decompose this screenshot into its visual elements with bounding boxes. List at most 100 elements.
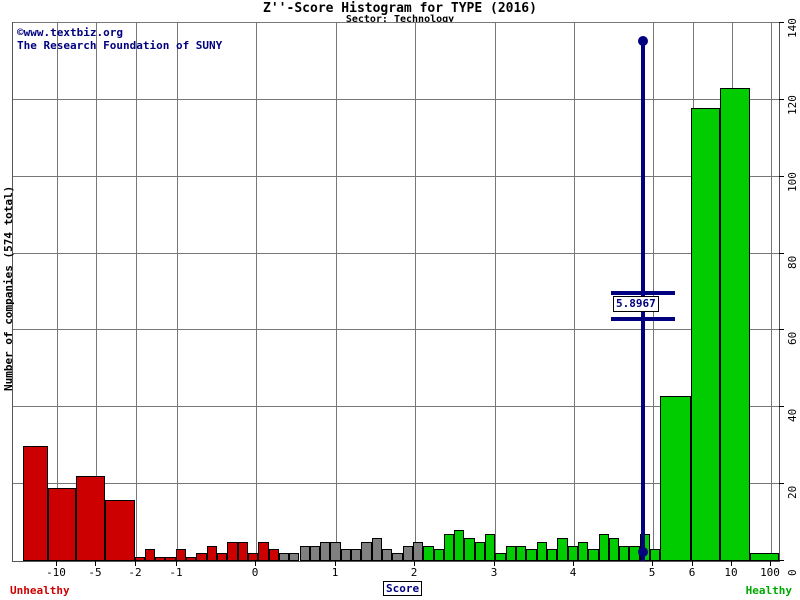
- histogram-bar: [320, 541, 331, 561]
- gridline-vertical: [495, 23, 496, 561]
- gridline-vertical: [771, 23, 772, 561]
- gridline-horizontal: [13, 252, 779, 254]
- y-tick-mark: [779, 175, 784, 177]
- histogram-bar: [175, 549, 187, 561]
- histogram-bar: [47, 488, 77, 561]
- gridline-vertical: [256, 23, 257, 561]
- x-tick-label: 1: [331, 566, 339, 579]
- x-tick-label: 2: [410, 566, 418, 579]
- histogram-bar: [567, 545, 578, 561]
- y-tick-mark: [779, 98, 784, 100]
- histogram-bar: [22, 445, 48, 561]
- histogram-bar: [155, 557, 166, 561]
- histogram-bar: [402, 545, 413, 561]
- x-tick-mark: [176, 561, 177, 566]
- y-tick-label: 20: [786, 485, 799, 500]
- histogram-bar: [206, 545, 217, 561]
- x-tick-label: -10: [46, 566, 66, 579]
- x-tick-label: 100: [760, 566, 780, 579]
- y-tick-label: 100: [786, 171, 799, 192]
- histogram-bar: [526, 549, 537, 561]
- y-tick-mark: [779, 406, 784, 408]
- gridline-vertical: [415, 23, 416, 561]
- histogram-bar: [608, 537, 620, 561]
- gridline-horizontal: [13, 483, 779, 485]
- y-tick-label: 40: [786, 409, 799, 423]
- histogram-bar: [299, 545, 310, 561]
- x-tick-mark: [652, 561, 653, 566]
- gridline-horizontal: [13, 175, 779, 177]
- y-tick-label: 0: [786, 569, 799, 576]
- histogram-bar: [76, 476, 106, 561]
- histogram-bar: [247, 553, 259, 561]
- x-tick-label: -1: [169, 566, 183, 579]
- histogram-bar: [217, 553, 228, 561]
- x-tick-mark: [335, 561, 336, 566]
- histogram-bar: [454, 530, 465, 561]
- histogram-bar: [536, 541, 547, 561]
- x-tick-label: 0: [251, 566, 259, 579]
- histogram-bar: [598, 534, 609, 561]
- unhealthy-label: Unhealthy: [10, 584, 70, 597]
- histogram-bar: [557, 537, 568, 561]
- x-tick-mark: [573, 561, 574, 566]
- x-tick-mark: [494, 561, 495, 566]
- histogram-bar: [382, 549, 393, 561]
- histogram-bar: [546, 549, 558, 561]
- x-tick-label: -5: [88, 566, 102, 579]
- histogram-bar: [309, 545, 321, 561]
- gridline-vertical: [177, 23, 178, 561]
- histogram-bar: [485, 534, 496, 561]
- y-tick-label: 140: [786, 18, 799, 38]
- histogram-bar: [278, 553, 290, 561]
- y-tick-label: 60: [786, 332, 799, 346]
- gridline-horizontal: [13, 22, 779, 23]
- marker-dot-top: [638, 36, 648, 46]
- histogram-bar: [690, 107, 721, 561]
- histogram-bar: [495, 553, 506, 561]
- x-tick-label: 10: [724, 566, 738, 579]
- gridline-horizontal: [13, 329, 779, 331]
- histogram-bar: [196, 553, 207, 561]
- healthy-label: Healthy: [745, 584, 792, 597]
- y-tick-mark: [779, 560, 784, 561]
- marker-value-box[interactable]: 5.8967: [613, 296, 659, 312]
- y-axis-label: Number of companies (574 total): [2, 185, 15, 391]
- histogram-bar: [588, 549, 599, 561]
- histogram-bar: [464, 537, 475, 561]
- plot-area: ©www.textbiz.org The Research Foundation…: [12, 22, 780, 562]
- chart-subtitle: Sector: Technology: [345, 14, 455, 25]
- gridline-vertical: [57, 23, 58, 561]
- y-tick-mark: [779, 483, 784, 485]
- histogram-bar: [330, 541, 341, 561]
- histogram-bar: [105, 499, 135, 561]
- histogram-bar: [412, 541, 424, 561]
- x-tick-label: 4: [569, 566, 577, 579]
- y-tick-mark: [779, 22, 784, 23]
- histogram-bar: [392, 553, 403, 561]
- histogram-bar: [433, 549, 444, 561]
- histogram-bar: [268, 549, 279, 561]
- histogram-bar: [619, 545, 630, 561]
- histogram-bar: [361, 541, 372, 561]
- histogram-bar: [660, 395, 691, 561]
- x-axis-label: Score: [383, 581, 423, 596]
- histogram-bar: [134, 557, 145, 561]
- histogram-bar: [443, 534, 455, 561]
- histogram-bar: [227, 541, 238, 561]
- marker-bracket-bottom: [611, 317, 675, 321]
- histogram-bar: [289, 553, 300, 561]
- marker-bracket-top: [611, 291, 675, 295]
- histogram-bar: [237, 541, 248, 561]
- x-tick-mark: [135, 561, 136, 566]
- histogram-bar: [423, 545, 434, 561]
- gridline-horizontal: [13, 406, 779, 408]
- histogram-bar: [650, 549, 661, 561]
- histogram-bar: [577, 541, 589, 561]
- x-tick-label: 6: [688, 566, 696, 579]
- chart-title: Z''-Score Histogram for TYPE (2016): [263, 1, 537, 16]
- gridline-vertical: [574, 23, 575, 561]
- x-tick-mark: [692, 561, 693, 566]
- histogram-bar: [516, 545, 527, 561]
